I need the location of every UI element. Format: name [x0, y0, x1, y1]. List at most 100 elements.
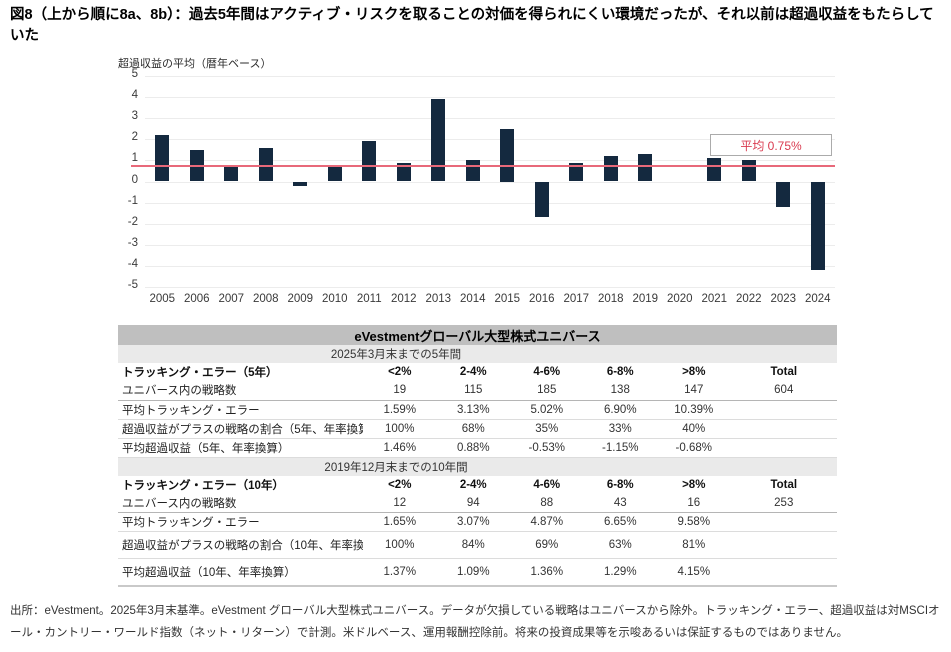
- row-header-label: トラッキング・エラー（10年）: [122, 479, 284, 492]
- cell-value: 4.15%: [657, 558, 731, 587]
- column-header: Total: [770, 366, 798, 378]
- average-line: [131, 164, 835, 167]
- y-axis-tick-label: 2: [131, 131, 138, 144]
- cell-value: 1.46%: [363, 438, 437, 458]
- x-axis-tick-label: 2017: [563, 293, 590, 305]
- bar-2011: [362, 141, 377, 182]
- cell-value: 33%: [583, 419, 657, 439]
- cell-value: 81%: [657, 531, 731, 559]
- row-label: ユニバース内の戦略数: [118, 493, 363, 513]
- cell-value: 84%: [436, 531, 510, 559]
- cell-value: 604: [730, 381, 838, 401]
- cell-value: 43: [583, 493, 657, 513]
- cell-value: 1.09%: [436, 558, 510, 587]
- y-axis-tick-label: -2: [127, 215, 138, 228]
- x-axis-tick-label: 2020: [666, 293, 693, 305]
- cell-value: 1.65%: [363, 512, 437, 532]
- row-label: 平均超過収益（5年、年率換算）: [118, 438, 363, 458]
- cell-value: 94: [436, 493, 510, 513]
- column-header: <2%: [388, 478, 412, 491]
- cell-value: 63%: [583, 531, 657, 559]
- cell-value: 147: [657, 381, 731, 401]
- x-axis-tick-label: 2022: [735, 293, 762, 305]
- table-title-band: eVestmentグローバル大型株式ユニバース: [118, 325, 838, 345]
- table-row: ユニバース内の戦略数 12 94 88 43 16 253: [118, 493, 838, 513]
- row-label: 平均トラッキング・エラー: [118, 512, 363, 532]
- bar-2007: [224, 164, 239, 182]
- row-label: ユニバース内の戦略数: [118, 381, 363, 401]
- period-subheader-row: 2019年12月末までの10年間: [118, 457, 838, 476]
- cell-value: [730, 558, 838, 587]
- y-gridline: [145, 244, 835, 246]
- table-row: 平均トラッキング・エラー 1.65% 3.07% 4.87% 6.65% 9.58%: [118, 512, 838, 532]
- column-header: Total: [770, 478, 798, 491]
- cell-value: -0.68%: [657, 438, 731, 458]
- y-axis-tick-label: -3: [127, 236, 138, 249]
- y-gridline: [145, 118, 835, 120]
- table-row: 超過収益がプラスの戦略の割合（5年、年率換算） 100% 68% 35% 33% 40%: [118, 419, 838, 439]
- y-gridline: [145, 181, 835, 183]
- y-gridline: [145, 287, 835, 288]
- cell-value: 115: [436, 381, 510, 401]
- chart-axis-title: 超過収益の平均（暦年ベース）: [118, 58, 272, 70]
- cell-value: 88: [510, 493, 584, 513]
- cell-value: -1.15%: [583, 438, 657, 458]
- bar-2014: [465, 160, 480, 182]
- x-axis-tick-label: 2024: [804, 293, 831, 305]
- table-row: 平均超過収益（10年、年率換算） 1.37% 1.09% 1.36% 1.29% 4.15…: [118, 558, 838, 587]
- cell-value: 35%: [510, 419, 584, 439]
- x-axis-tick-label: 2023: [770, 293, 797, 305]
- column-header: 4-6%: [533, 366, 561, 378]
- period-subheader-row: 2025年3月末までの5年間: [118, 345, 838, 363]
- cell-value: 185: [510, 381, 584, 401]
- table-row: ユニバース内の戦略数 19 115 185 138 147 604: [118, 381, 838, 401]
- y-axis-tick-label: -1: [127, 194, 138, 207]
- cell-value: 100%: [363, 531, 437, 559]
- cell-value: [730, 531, 838, 559]
- cell-value: [730, 400, 838, 420]
- cell-value: 5.02%: [510, 400, 584, 420]
- cell-value: -0.53%: [510, 438, 584, 458]
- column-header: >8%: [682, 478, 706, 491]
- cell-value: 3.07%: [436, 512, 510, 532]
- y-axis-tick-label: 0: [131, 173, 138, 186]
- bar-2016: [534, 181, 549, 218]
- x-axis-tick-label: 2008: [252, 293, 279, 305]
- period-subheader: 2019年12月末までの10年間: [118, 457, 838, 476]
- column-header: 4-6%: [533, 478, 561, 491]
- column-header-row: トラッキング・エラー（5年） <2% 2-4% 4-6% 6-8% >8% Total: [118, 363, 837, 381]
- cell-value: 16: [657, 493, 731, 513]
- row-header-label: トラッキング・エラー（5年）: [122, 367, 278, 379]
- universe-table-wrapper: eVestmentグローバル大型株式ユニバース 2025年3月末までの5年間トラッ…: [118, 325, 838, 587]
- cell-value: 12: [363, 493, 437, 513]
- column-header: 2-4%: [459, 478, 487, 491]
- cell-value: 100%: [363, 419, 437, 439]
- cell-value: [730, 512, 838, 532]
- average-line-label: 平均 0.75%: [740, 138, 802, 153]
- y-axis-tick-label: -4: [127, 257, 138, 270]
- cell-value: 19: [363, 381, 437, 401]
- cell-value: 40%: [657, 419, 731, 439]
- bar-2022: [741, 160, 756, 182]
- y-gridline: [145, 265, 835, 267]
- cell-value: [730, 419, 838, 439]
- x-axis-tick-label: 2013: [425, 293, 452, 305]
- y-axis-tick-label: 1: [131, 152, 138, 165]
- period-subheader: 2025年3月末までの5年間: [118, 345, 838, 363]
- x-axis-tick-label: 2015: [494, 293, 521, 305]
- bar-2024: [810, 181, 825, 271]
- table-title: eVestmentグローバル大型株式ユニバース: [118, 325, 838, 345]
- x-axis-tick-label: 2006: [183, 293, 210, 305]
- column-header: <2%: [388, 366, 412, 378]
- y-axis-tick-label: 4: [131, 89, 138, 102]
- bar-2012: [396, 162, 411, 182]
- x-axis-tick-label: 2010: [321, 293, 348, 305]
- row-label: 超過収益がプラスの戦略の割合（5年、年率換算）: [118, 419, 363, 439]
- cell-value: 9.58%: [657, 512, 731, 532]
- x-axis-tick-label: 2021: [701, 293, 728, 305]
- cell-value: 4.87%: [510, 512, 584, 532]
- y-gridline: [145, 202, 835, 204]
- cell-value: 6.90%: [583, 400, 657, 420]
- table-row: 平均超過収益（5年、年率換算） 1.46% 0.88% -0.53% -1.15% -0.…: [118, 438, 838, 458]
- cell-value: [730, 438, 838, 458]
